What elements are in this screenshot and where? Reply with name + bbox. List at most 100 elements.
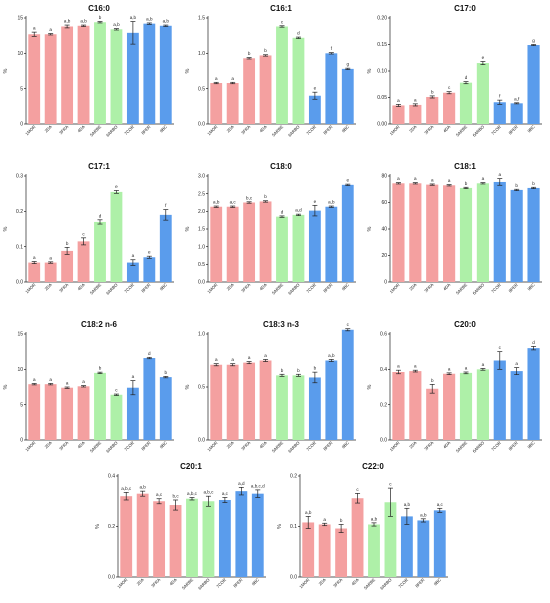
x-tick-label: 8PER	[140, 282, 151, 293]
bar	[218, 499, 231, 577]
x-tick-label: 1MOR	[206, 124, 218, 136]
bar	[186, 498, 198, 577]
significance-letter: c	[356, 487, 359, 492]
y-tick-label: 0.00	[377, 122, 387, 128]
x-tick-label: 2DA	[318, 577, 327, 586]
y-tick-label: 0	[384, 280, 387, 286]
bar	[235, 491, 248, 577]
chart-title: C17:0	[454, 4, 476, 13]
bar	[409, 104, 422, 124]
significance-letter: e	[346, 178, 349, 183]
significance-letter: a,b	[80, 19, 87, 24]
bar	[476, 369, 489, 440]
bar	[292, 375, 305, 440]
bar	[510, 103, 523, 124]
significance-letter: b	[314, 366, 317, 371]
bar	[292, 214, 305, 282]
x-tick-label: 5ARBE	[89, 124, 102, 137]
x-tick-label: 7COR	[305, 440, 317, 452]
x-tick-label: 6ARBO	[105, 440, 119, 454]
significance-letter: a,d	[238, 481, 245, 486]
x-tick-label: 8PER	[232, 577, 243, 588]
chart-panel: C18:2 n-6% 0 5 10 15 a 1MOR a 2DA a 3FRA a 4DA b 5ARBE…	[3, 320, 174, 454]
significance-letter: a	[33, 377, 36, 382]
bar	[126, 262, 139, 282]
x-tick-label: 2DA	[408, 282, 417, 291]
x-tick-label: 6ARBO	[287, 124, 301, 138]
significance-letter: e	[314, 86, 317, 91]
y-tick-label: 0.2	[380, 402, 387, 408]
bar	[459, 82, 473, 124]
significance-letter: a,b	[64, 19, 71, 24]
bar	[510, 189, 523, 282]
bar	[292, 37, 305, 124]
y-tick-label: 40	[381, 227, 387, 233]
y-tick-label: 15	[17, 332, 23, 338]
bar	[325, 53, 338, 125]
y-tick-label: 1.5	[198, 227, 205, 233]
x-tick-label: 8PER	[414, 577, 425, 588]
y-tick-label: 60	[381, 200, 387, 206]
y-axis-label: %	[367, 226, 373, 231]
significance-letter: a,c	[222, 491, 229, 496]
bar	[28, 262, 41, 282]
x-tick-label: 6ARBO	[379, 577, 393, 591]
x-tick-label: 6ARBO	[287, 282, 301, 296]
y-tick-label: 80	[381, 174, 387, 180]
bar	[527, 45, 540, 124]
y-tick-label: 0	[20, 122, 23, 128]
chart-panel: C18:1% 0 20 40 60 80 a 1MOR a 2DA a 3FRA a 4DA b 5ARBE a…	[367, 162, 542, 296]
significance-letter: a	[448, 366, 451, 371]
chart-panel: C17:0% 0.00 0.05 0.10 0.15 0.20 a 1MOR a 2DA b 3FRA…	[367, 4, 542, 138]
y-tick-label: 10	[17, 51, 23, 57]
bar	[259, 360, 272, 440]
bar	[120, 496, 133, 577]
bar	[459, 187, 473, 282]
x-tick-label: 2DA	[44, 440, 53, 449]
x-tick-label: 9BC	[341, 124, 350, 133]
bar	[392, 105, 405, 124]
bar	[110, 191, 123, 282]
significance-letter: b	[297, 368, 300, 373]
significance-letter: a,b,c	[121, 486, 132, 491]
y-tick-label: 2.5	[198, 191, 205, 197]
bar	[476, 63, 489, 124]
bar	[44, 34, 57, 124]
significance-letter: a	[49, 27, 52, 32]
bar	[110, 29, 123, 124]
bar	[243, 202, 256, 282]
bar	[459, 372, 473, 440]
significance-letter: a	[49, 377, 52, 382]
significance-letter: e	[314, 199, 317, 204]
x-tick-label: 6ARBO	[287, 440, 301, 454]
x-tick-label: 1MOR	[389, 440, 401, 452]
significance-letter: a,b,c	[187, 491, 198, 496]
significance-letter: a	[414, 176, 417, 181]
significance-letter: a	[264, 353, 267, 358]
bar	[44, 262, 57, 282]
x-tick-label: 1MOR	[206, 282, 218, 294]
bar	[426, 388, 439, 440]
x-tick-label: 6ARBO	[197, 577, 211, 591]
y-tick-label: 3.0	[198, 174, 205, 180]
x-tick-label: 5ARBE	[89, 440, 102, 453]
bar	[426, 184, 439, 282]
significance-letter: a	[33, 255, 36, 260]
significance-letter: a,b	[113, 22, 120, 27]
chart-title: C16:1	[270, 4, 292, 13]
y-tick-label: 20	[381, 253, 387, 259]
significance-letter: c	[448, 85, 451, 90]
x-tick-label: 1MOR	[116, 577, 128, 589]
y-tick-label: 0.0	[198, 122, 205, 128]
bar	[426, 96, 439, 124]
y-axis-label: %	[3, 226, 9, 231]
significance-letter: b	[99, 15, 102, 20]
y-tick-label: 0.2	[290, 474, 297, 480]
y-tick-label: 0.0	[290, 575, 297, 581]
y-tick-label: 0.2	[16, 209, 23, 215]
bar	[318, 524, 331, 577]
significance-letter: a,b	[163, 19, 170, 24]
bar	[126, 387, 139, 440]
significance-letter: b	[164, 370, 167, 375]
